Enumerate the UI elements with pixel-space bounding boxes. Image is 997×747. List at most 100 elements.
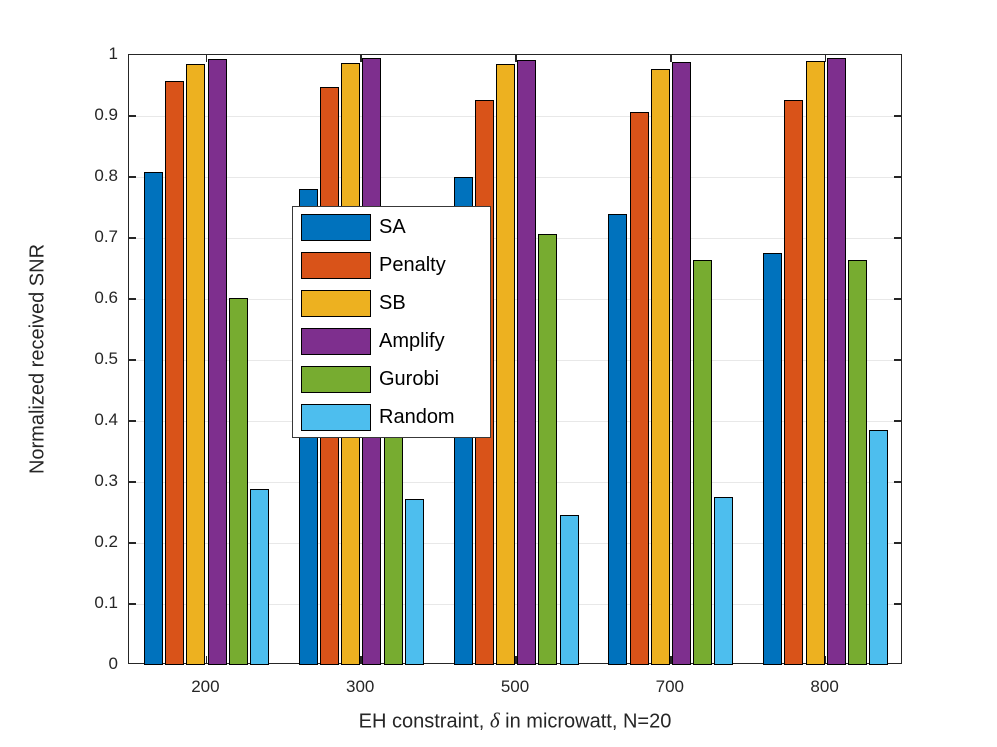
bar-gurobi-500 [538,234,558,665]
y-tick-label: 0.8 [94,166,118,185]
y-tick-left [129,176,136,178]
y-gridline [129,359,901,361]
y-tick-left [129,115,136,117]
y-axis-label: Normalized received SNR [26,243,49,475]
y-tick-left [129,481,136,483]
legend-item-penalty: Penalty [293,246,490,284]
y-gridline [129,237,901,239]
x-tick-top [515,55,517,62]
bar-amplify-200 [207,59,227,665]
x-axis-label-suffix: in microwatt, N=20 [499,710,672,733]
legend: SA Penalty SB Amplify Gurobi Random [292,206,491,438]
legend-swatch-gurobi [301,366,371,394]
x-tick-bottom [205,656,208,663]
legend-label-gurobi: Gurobi [379,368,440,391]
bar-sa-200 [143,172,163,665]
bar-amplify-500 [517,60,537,665]
y-tick-left [129,298,136,300]
x-tick-top [205,55,208,62]
bar-gurobi-800 [847,260,867,665]
x-tick-bottom [360,656,362,663]
legend-swatch-sa [301,213,371,241]
y-tick-right [894,298,901,300]
legend-label-penalty: Penalty [379,253,446,276]
bar-gurobi-200 [228,298,248,665]
legend-item-sa: SA [293,208,490,246]
bar-sb-700 [650,69,670,665]
y-gridline [129,176,901,178]
x-tick-top [824,55,827,62]
y-tick-label: 0.5 [94,349,118,368]
y-tick-label: 0.1 [94,593,118,612]
legend-swatch-sb [301,289,371,317]
x-tick-label: 500 [500,677,530,696]
y-tick-label: 0.7 [94,227,118,246]
y-gridline [129,298,901,300]
legend-label-amplify: Amplify [379,330,445,353]
bar-random-300 [404,499,424,665]
bar-penalty-200 [165,81,185,665]
bar-sb-800 [805,61,825,665]
bar-random-500 [559,515,579,665]
y-gridline [129,542,901,544]
y-tick-left [129,359,136,361]
y-tick-right [894,542,901,544]
y-tick-label: 0.2 [94,532,118,551]
y-tick-label: 0.9 [94,105,118,124]
x-tick-label: 300 [346,677,375,696]
x-tick-label: 200 [191,677,220,696]
y-gridline [129,481,901,483]
x-axis-label-prefix: EH constraint, [358,710,490,733]
legend-item-gurobi: Gurobi [293,361,490,399]
bar-amplify-800 [826,58,846,665]
y-tick-left [129,237,136,239]
bar-sb-200 [186,64,206,665]
legend-swatch-amplify [301,328,371,356]
legend-label-random: Random [379,406,455,429]
x-tick-top [670,55,672,62]
y-tick-right [894,603,901,605]
y-gridline [129,420,901,422]
y-tick-left [129,542,136,544]
bar-sa-700 [608,214,628,665]
y-tick-label: 0.4 [94,410,118,429]
y-gridline [129,603,901,605]
legend-item-random: Random [293,399,490,437]
y-tick-label: 0 [108,654,118,673]
y-tick-right [894,359,901,361]
legend-item-amplify: Amplify [293,323,490,361]
y-gridline [129,115,901,117]
y-tick-left [129,603,136,605]
bar-penalty-800 [784,100,804,665]
legend-label-sb: SB [379,291,406,314]
y-tick-right [894,420,901,422]
legend-item-sb: SB [293,284,490,322]
y-tick-label: 0.3 [94,471,118,490]
legend-swatch-penalty [301,251,371,279]
bar-random-800 [869,430,889,665]
y-tick-right [894,176,901,178]
y-tick-right [894,237,901,239]
y-tick-left [129,420,136,422]
bar-random-700 [714,497,734,665]
y-tick-label: 1 [108,44,118,63]
x-tick-label: 800 [810,677,839,696]
legend-swatch-random [301,404,371,432]
plot-area [128,54,902,665]
y-tick-label: 0.6 [94,288,118,307]
legend-label-sa: SA [379,215,406,238]
x-tick-bottom [670,656,672,663]
bar-sa-800 [763,253,783,665]
y-tick-right [894,481,901,483]
bar-random-200 [249,489,269,665]
x-tick-top [360,55,362,62]
x-tick-bottom [515,656,517,663]
bar-penalty-700 [629,112,649,665]
x-tick-bottom [824,656,827,663]
bar-gurobi-700 [693,260,713,665]
y-tick-right [894,115,901,117]
x-axis-label: EH constraint, δ in microwatt, N=20 [359,709,672,734]
bar-sb-500 [495,64,515,665]
x-tick-label: 700 [655,677,684,696]
